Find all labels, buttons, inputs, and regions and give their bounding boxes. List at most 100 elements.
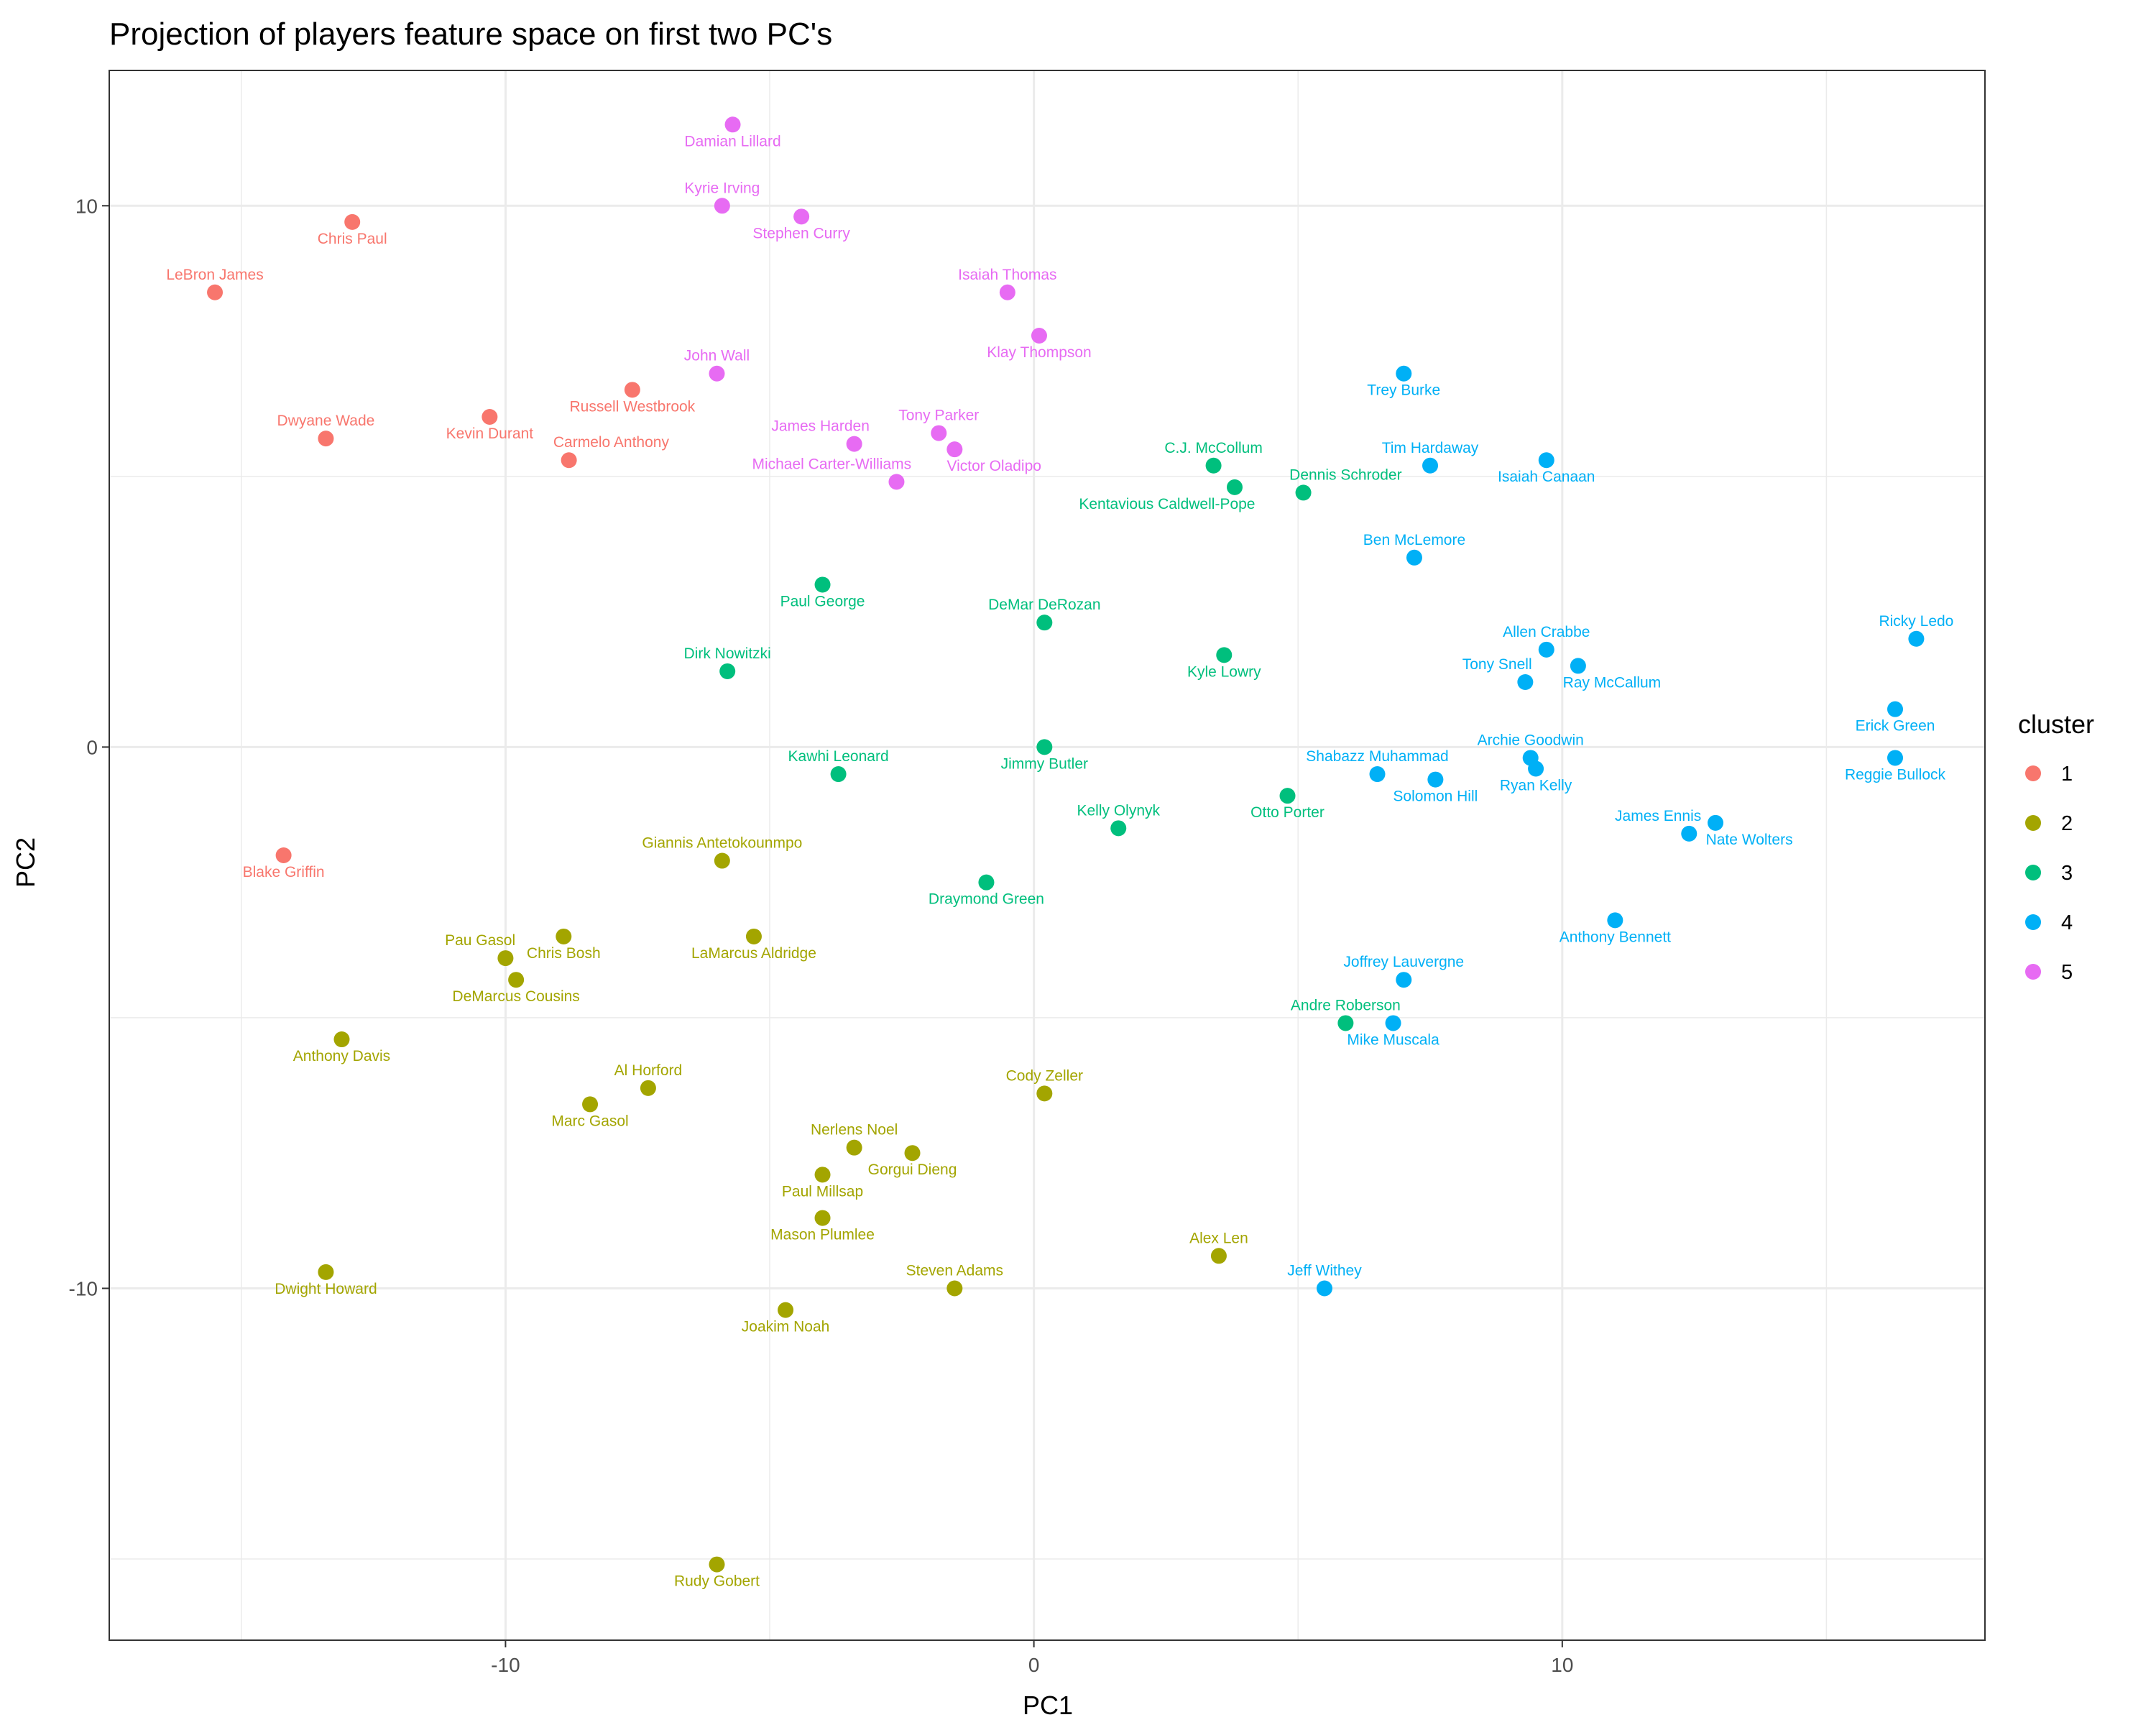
- point-label: Ryan Kelly: [1500, 778, 1572, 794]
- data-point: [1887, 701, 1904, 717]
- data-point: [1422, 457, 1439, 474]
- point-label: Dwyane Wade: [277, 413, 375, 429]
- legend: cluster 1 2 3 4 5: [2018, 709, 2094, 984]
- data-point: [724, 116, 741, 133]
- point-labels: Chris Paul LeBron James Russell Westbrook D…: [166, 133, 1953, 1589]
- point-label: Pau Gasol: [445, 932, 515, 949]
- legend-key-2: [2025, 815, 2041, 831]
- minor-gridlines: [109, 70, 1985, 1640]
- data-point: [745, 928, 762, 944]
- data-point: [1316, 1280, 1332, 1297]
- data-point: [814, 1167, 831, 1183]
- point-label: Chris Paul: [318, 231, 387, 247]
- legend-label-5: 5: [2061, 961, 2073, 984]
- data-point: [1295, 484, 1312, 501]
- point-label: John Wall: [684, 348, 750, 364]
- x-tick-label: -10: [491, 1654, 520, 1676]
- data-point: [709, 1556, 725, 1573]
- legend-key-4: [2025, 914, 2041, 930]
- point-label: Rudy Gobert: [674, 1573, 760, 1590]
- data-point: [482, 408, 498, 425]
- legend-label-4: 4: [2061, 911, 2073, 934]
- data-point: [1031, 328, 1047, 344]
- legend-title: cluster: [2018, 709, 2094, 739]
- point-label: Klay Thompson: [987, 344, 1092, 361]
- data-point: [1210, 1248, 1227, 1264]
- data-point: [778, 1302, 794, 1318]
- data-point: [1528, 760, 1544, 777]
- data-point: [333, 1031, 350, 1048]
- data-point: [931, 425, 947, 441]
- point-label: Alex Len: [1189, 1230, 1248, 1246]
- point-label: Cody Zeller: [1006, 1067, 1083, 1084]
- data-point: [1887, 750, 1904, 766]
- point-label: Chris Bosh: [527, 945, 601, 962]
- y-axis-label: PC2: [11, 837, 40, 888]
- data-point: [1227, 479, 1243, 495]
- data-point: [846, 436, 862, 452]
- point-label: Archie Goodwin: [1478, 732, 1584, 748]
- point-label: Kentavious Caldwell-Pope: [1079, 496, 1255, 512]
- y-tick-label: 10: [75, 195, 98, 217]
- point-label: Kawhi Leonard: [788, 748, 889, 765]
- point-label: Otto Porter: [1250, 804, 1325, 821]
- data-point: [1036, 615, 1053, 631]
- y-tick-label: 0: [86, 736, 98, 758]
- point-label: Carmelo Anthony: [553, 434, 670, 451]
- data-point: [318, 1264, 334, 1280]
- data-point: [624, 382, 640, 398]
- point-label: Anthony Davis: [293, 1048, 390, 1064]
- point-label: Joakim Noah: [742, 1319, 830, 1335]
- point-label: Kyrie Irving: [684, 180, 760, 196]
- point-label: Erick Green: [1856, 718, 1935, 735]
- point-label: Mike Muscala: [1347, 1031, 1439, 1048]
- point-label: Dirk Nowitzki: [684, 645, 771, 662]
- x-tick-label: 0: [1028, 1654, 1040, 1676]
- data-point: [640, 1080, 656, 1096]
- data-point: [709, 365, 725, 382]
- data-point: [1570, 658, 1586, 674]
- data-point: [1369, 766, 1386, 783]
- data-point: [1396, 365, 1412, 382]
- point-label: Andre Roberson: [1291, 997, 1401, 1013]
- data-point: [1708, 814, 1724, 831]
- data-point: [1036, 1085, 1053, 1102]
- point-label: Jeff Withey: [1287, 1262, 1362, 1279]
- point-label: Steven Adams: [906, 1262, 1003, 1279]
- point-label: Draymond Green: [929, 891, 1044, 908]
- point-label: Joffrey Lauvergne: [1343, 954, 1464, 970]
- legend-key-5: [2025, 964, 2041, 980]
- point-label: C.J. McCollum: [1164, 440, 1263, 456]
- point-label: Isaiah Thomas: [958, 267, 1056, 283]
- data-point: [1607, 912, 1623, 929]
- legend-key-3: [2025, 865, 2041, 880]
- data-point: [1110, 820, 1127, 837]
- data-point: [999, 284, 1015, 300]
- point-label: Mason Plumlee: [770, 1227, 875, 1243]
- data-points: [207, 116, 1925, 1573]
- data-point: [830, 766, 847, 783]
- point-label: Reggie Bullock: [1845, 766, 1946, 783]
- data-point: [793, 208, 810, 225]
- data-point: [1538, 641, 1554, 658]
- data-point: [714, 852, 730, 869]
- point-label: Isaiah Canaan: [1498, 469, 1595, 485]
- point-label: Anthony Bennett: [1560, 929, 1671, 945]
- point-label: Dennis Schroder: [1289, 466, 1401, 483]
- x-tick-label: 10: [1551, 1654, 1573, 1676]
- point-label: Giannis Antetokounmpo: [642, 835, 802, 852]
- data-point: [497, 950, 514, 967]
- data-point: [344, 213, 361, 230]
- point-label: Kelly Olynyk: [1077, 802, 1160, 819]
- data-point: [846, 1139, 862, 1156]
- data-point: [561, 452, 577, 469]
- data-point: [1396, 972, 1412, 988]
- point-label: James Ennis: [1615, 808, 1701, 824]
- point-label: Tony Parker: [898, 408, 979, 424]
- point-label: Nerlens Noel: [811, 1122, 898, 1138]
- data-point: [1406, 549, 1422, 566]
- point-label: Jimmy Butler: [1001, 755, 1088, 772]
- data-point: [814, 1210, 831, 1226]
- point-label: Victor Oladipo: [946, 458, 1041, 474]
- point-label: Damian Lillard: [684, 133, 780, 150]
